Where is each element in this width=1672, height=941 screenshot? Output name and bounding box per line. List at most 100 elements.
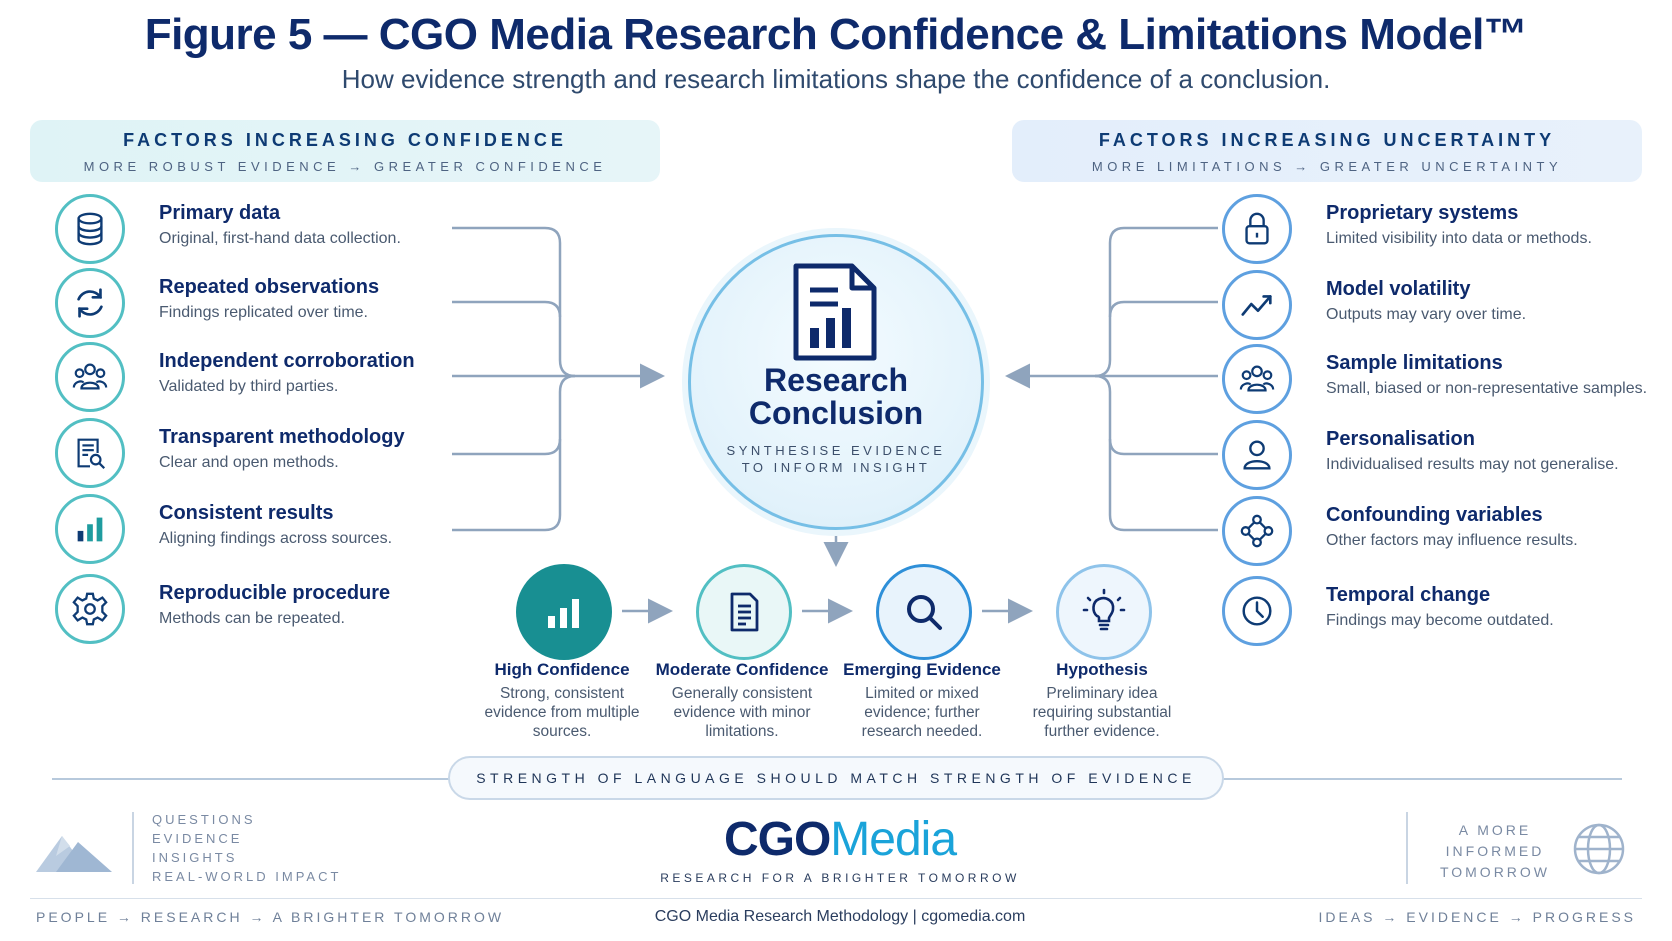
gear-icon: [55, 574, 125, 644]
factor-title: Consistent results: [159, 502, 334, 524]
footer-word: QUESTIONS: [152, 812, 256, 827]
person-icon: [1222, 420, 1292, 490]
stage-desc-line: Strong, consistent: [499, 685, 625, 702]
brand-cgo: CGO: [723, 813, 831, 866]
mountain-logo-icon: [36, 836, 112, 872]
center-title: Research Conclusion: [688, 364, 984, 430]
network-icon: [1222, 496, 1292, 566]
factor-title: Repeated observations: [159, 276, 380, 298]
footer-bar-left: PEOPLE → RESEARCH → A BRIGHTER TOMORROW: [36, 909, 505, 925]
center-title-line1: Research: [763, 362, 909, 398]
factor-title: Independent corroboration: [159, 350, 415, 372]
stage-desc-line: sources.: [532, 723, 592, 740]
stage-desc-line: limitations.: [705, 723, 779, 740]
figure-subtitle: How evidence strength and research limit…: [341, 64, 1331, 94]
uncertainty-factor: Temporal change Findings may become outd…: [1222, 576, 1672, 648]
stage-title: Hypothesis: [1056, 660, 1148, 679]
stage-desc-line: further evidence.: [1044, 723, 1160, 740]
center-subtitle: SYNTHESISE EVIDENCE TO INFORM INSIGHT: [688, 442, 984, 476]
stage-desc-line: Generally consistent: [671, 685, 813, 702]
uncertainty-factor: Sample limitations Small, biased or non-…: [1222, 344, 1672, 416]
factor-title: Temporal change: [1326, 584, 1491, 606]
center-sub-line2: TO INFORM INSIGHT: [741, 460, 931, 475]
footer-bar-right: IDEAS → EVIDENCE → PROGRESS: [1318, 909, 1636, 925]
footer-word: INSIGHTS: [152, 850, 238, 865]
footer-word: REAL-WORLD IMPACT: [152, 869, 342, 884]
factor-desc: Findings replicated over time.: [159, 304, 368, 321]
figure-title: Figure 5 — CGO Media Research Confidence…: [144, 10, 1528, 59]
footer-rule: [30, 898, 1642, 899]
document-search-icon: [55, 418, 125, 488]
factor-desc: Clear and open methods.: [159, 454, 339, 471]
people-icon: [1222, 344, 1292, 414]
factor-title: Transparent methodology: [159, 426, 405, 448]
factor-desc: Outputs may vary over time.: [1326, 306, 1527, 323]
stage-desc-line: Limited or mixed: [865, 685, 979, 702]
footer-word: EVIDENCE: [152, 831, 243, 846]
stage-title: Emerging Evidence: [843, 660, 1001, 679]
stage-desc-line: evidence with minor: [673, 704, 811, 721]
factor-desc: Limited visibility into data or methods.: [1326, 230, 1592, 247]
confidence-factor: Repeated observations Findings replicate…: [55, 268, 615, 340]
refresh-icon: [55, 268, 125, 338]
stage-desc-line: requiring substantial: [1032, 704, 1172, 721]
factor-title: Confounding variables: [1326, 504, 1543, 526]
stage-title: Moderate Confidence: [655, 660, 829, 679]
document-icon: [696, 564, 792, 660]
database-icon: [55, 194, 125, 264]
factor-desc: Individualised results may not generalis…: [1326, 456, 1619, 473]
footer-bar-center: CGO Media Research Methodology | cgomedi…: [654, 908, 1026, 925]
factor-title: Primary data: [159, 202, 281, 224]
confidence-factor: Independent corroboration Validated by t…: [55, 342, 615, 414]
bar-chart-icon: [55, 494, 125, 564]
uncertainty-factor: Personalisation Individualised results m…: [1222, 420, 1672, 492]
stage-desc-line: evidence; further: [864, 704, 980, 721]
stage-desc-line: Preliminary idea: [1046, 685, 1158, 702]
center-sub-line1: SYNTHESISE EVIDENCE: [726, 443, 946, 458]
factor-title: Reproducible procedure: [159, 582, 391, 604]
factor-desc: Other factors may influence results.: [1326, 532, 1578, 549]
lock-icon: [1222, 194, 1292, 264]
brand-media: Media: [830, 813, 957, 866]
factor-desc: Validated by third parties.: [159, 378, 339, 395]
stage-desc: Preliminary idea requiring substantial f…: [1012, 684, 1192, 741]
stage-desc-line: evidence from multiple: [484, 704, 640, 721]
footer-divider: [1406, 812, 1408, 884]
confidence-factor: Consistent results Aligning findings acr…: [55, 494, 615, 566]
factor-title: Proprietary systems: [1326, 202, 1519, 224]
clock-icon: [1222, 576, 1292, 646]
center-title-line2: Conclusion: [748, 395, 924, 431]
brand-logo: CGOMedia: [700, 812, 980, 867]
factor-desc: Original, first-hand data collection.: [159, 230, 401, 247]
uncertainty-factor: Proprietary systems Limited visibility i…: [1222, 194, 1672, 266]
magnifier-icon: [876, 564, 972, 660]
stage-title: High Confidence: [494, 660, 630, 679]
factor-desc: Aligning findings across sources.: [159, 530, 393, 547]
stage-desc: Limited or mixed evidence; further resea…: [832, 684, 1012, 741]
factor-desc: Findings may become outdated.: [1326, 612, 1554, 629]
footer-right-words: A MORE INFORMED TOMORROW: [1420, 820, 1570, 883]
factor-desc: Methods can be repeated.: [159, 610, 345, 627]
confidence-factor: Transparent methodology Clear and open m…: [55, 418, 615, 490]
uncertainty-header: FACTORS INCREASING UNCERTAINTY MORE LIMI…: [1012, 120, 1642, 182]
factor-title: Personalisation: [1326, 428, 1475, 450]
uncertainty-header-subtitle: MORE LIMITATIONS → GREATER UNCERTAINTY: [1091, 159, 1563, 174]
stage-desc: Strong, consistent evidence from multipl…: [472, 684, 652, 741]
confidence-factor: Reproducible procedure Methods can be re…: [55, 574, 615, 646]
factor-title: Model volatility: [1326, 278, 1471, 300]
lightbulb-icon: [1056, 564, 1152, 660]
stage-desc: Generally consistent evidence with minor…: [652, 684, 832, 741]
factor-desc: Small, biased or non-representative samp…: [1326, 380, 1648, 397]
high-confidence-icon: [516, 564, 612, 660]
uncertainty-factor: Model volatility Outputs may vary over t…: [1222, 270, 1672, 342]
footer-divider: [132, 812, 134, 884]
confidence-header: FACTORS INCREASING CONFIDENCE MORE ROBUS…: [30, 120, 660, 182]
confidence-factor: Primary data Original, first-hand data c…: [55, 194, 615, 266]
confidence-header-title: FACTORS INCREASING CONFIDENCE: [123, 130, 567, 150]
stage-desc-line: research needed.: [861, 723, 983, 740]
uncertainty-factor: Confounding variables Other factors may …: [1222, 496, 1672, 568]
people-icon: [55, 342, 125, 412]
footer-word: INFORMED: [1445, 843, 1545, 859]
trend-icon: [1222, 270, 1292, 340]
